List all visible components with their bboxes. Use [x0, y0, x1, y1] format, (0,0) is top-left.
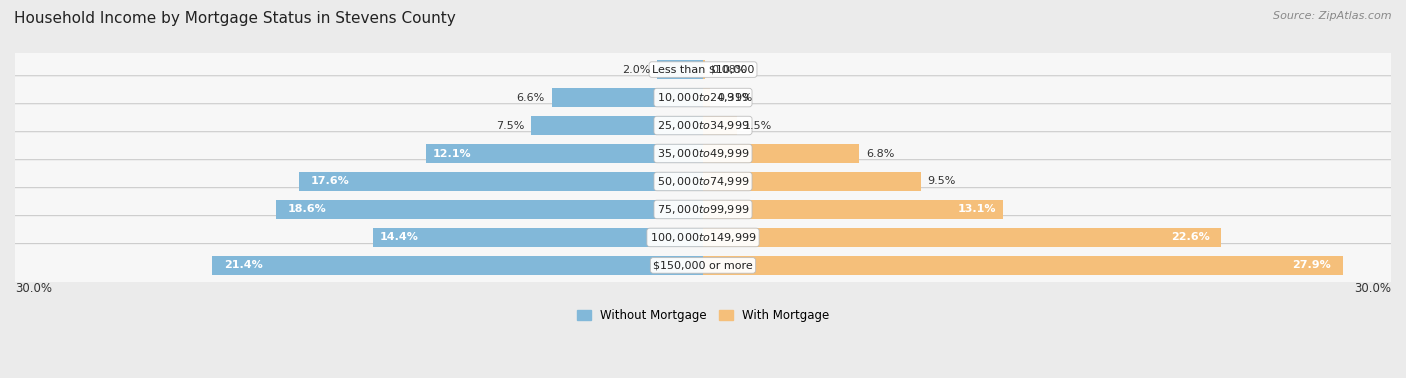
- Bar: [703, 116, 737, 135]
- Text: $10,000 to $24,999: $10,000 to $24,999: [657, 91, 749, 104]
- Bar: [277, 200, 703, 219]
- Text: 7.5%: 7.5%: [496, 121, 524, 130]
- Text: Source: ZipAtlas.com: Source: ZipAtlas.com: [1274, 11, 1392, 21]
- Text: $100,000 to $149,999: $100,000 to $149,999: [650, 231, 756, 244]
- Bar: [551, 88, 703, 107]
- Text: 2.0%: 2.0%: [621, 65, 650, 74]
- FancyBboxPatch shape: [0, 160, 1406, 203]
- Text: 30.0%: 30.0%: [15, 282, 52, 295]
- FancyBboxPatch shape: [0, 132, 1406, 175]
- Bar: [373, 228, 703, 247]
- Bar: [703, 256, 1343, 275]
- Text: 9.5%: 9.5%: [928, 177, 956, 186]
- Bar: [212, 256, 703, 275]
- Legend: Without Mortgage, With Mortgage: Without Mortgage, With Mortgage: [572, 304, 834, 327]
- Text: 1.5%: 1.5%: [744, 121, 772, 130]
- Text: $75,000 to $99,999: $75,000 to $99,999: [657, 203, 749, 216]
- Text: 12.1%: 12.1%: [433, 149, 471, 158]
- Text: 30.0%: 30.0%: [1354, 282, 1391, 295]
- Text: $150,000 or more: $150,000 or more: [654, 260, 752, 270]
- Text: $50,000 to $74,999: $50,000 to $74,999: [657, 175, 749, 188]
- Bar: [703, 228, 1222, 247]
- Bar: [703, 172, 921, 191]
- FancyBboxPatch shape: [0, 215, 1406, 259]
- Text: 21.4%: 21.4%: [224, 260, 263, 270]
- Bar: [703, 144, 859, 163]
- Text: 17.6%: 17.6%: [311, 177, 350, 186]
- FancyBboxPatch shape: [0, 48, 1406, 91]
- Bar: [657, 60, 703, 79]
- Bar: [426, 144, 703, 163]
- Text: 18.6%: 18.6%: [288, 204, 326, 214]
- Text: Less than $10,000: Less than $10,000: [652, 65, 754, 74]
- Text: Household Income by Mortgage Status in Stevens County: Household Income by Mortgage Status in S…: [14, 11, 456, 26]
- Text: 0.08%: 0.08%: [711, 65, 747, 74]
- Text: 6.8%: 6.8%: [866, 149, 894, 158]
- Bar: [703, 200, 1004, 219]
- Text: 13.1%: 13.1%: [957, 204, 997, 214]
- FancyBboxPatch shape: [0, 243, 1406, 287]
- Text: 0.31%: 0.31%: [717, 93, 752, 102]
- FancyBboxPatch shape: [0, 76, 1406, 119]
- Text: 14.4%: 14.4%: [380, 232, 419, 242]
- Bar: [299, 172, 703, 191]
- Bar: [703, 60, 704, 79]
- FancyBboxPatch shape: [0, 187, 1406, 231]
- Bar: [703, 88, 710, 107]
- Text: $35,000 to $49,999: $35,000 to $49,999: [657, 147, 749, 160]
- Text: 6.6%: 6.6%: [516, 93, 544, 102]
- Text: 22.6%: 22.6%: [1171, 232, 1209, 242]
- FancyBboxPatch shape: [0, 104, 1406, 147]
- Text: 27.9%: 27.9%: [1292, 260, 1331, 270]
- Bar: [531, 116, 703, 135]
- Text: $25,000 to $34,999: $25,000 to $34,999: [657, 119, 749, 132]
